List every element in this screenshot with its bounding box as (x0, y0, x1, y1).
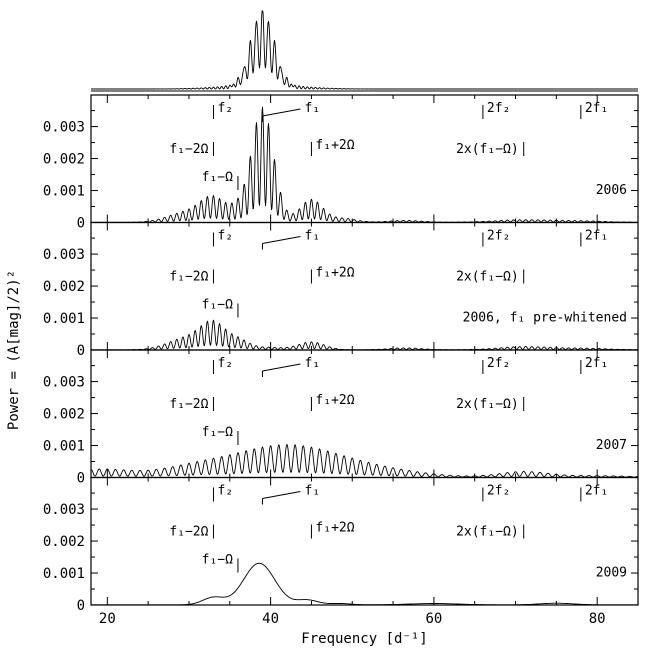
y-tick-label: 0.001 (43, 184, 85, 200)
marker-label: f₁−2Ω (169, 270, 208, 285)
marker-label: f₁ (304, 356, 320, 371)
y-tick-label: 0.002 (43, 279, 85, 295)
panel-tag: 2006, f₁ pre-whitened (463, 311, 627, 326)
marker-label: 2f₂ (487, 101, 510, 116)
window-curve (91, 10, 638, 90)
marker-label: 2x(f₁−Ω) (456, 142, 519, 157)
y-tick-label: 0.002 (43, 534, 85, 550)
marker-label: 2f₂ (487, 484, 510, 499)
marker-label: f₁−2Ω (169, 142, 208, 157)
y-tick-label: 0.003 (43, 247, 85, 263)
y-tick-label: 0.003 (43, 120, 85, 136)
marker-label: f₂ (217, 484, 233, 499)
panel-frame (90, 221, 639, 351)
marker-label: f₁−Ω (202, 298, 233, 313)
marker-leader-f1 (262, 236, 301, 244)
x-tick-label: 80 (589, 611, 606, 627)
x-axis-title: Frequency [d⁻¹] (301, 631, 427, 647)
marker-label: f₁+2Ω (315, 266, 354, 281)
marker-leader-f1 (262, 108, 301, 117)
y-tick-label: 0 (77, 598, 85, 614)
marker-label: 2x(f₁−Ω) (456, 525, 519, 540)
marker-label: f₂ (217, 101, 233, 116)
marker-leader-f1 (262, 491, 301, 499)
y-tick-label: 0.001 (43, 566, 85, 582)
marker-label: f₁−2Ω (169, 525, 208, 540)
y-tick-label: 0.001 (43, 439, 85, 455)
y-tick-label: 0.002 (43, 152, 85, 168)
marker-label: f₁−2Ω (169, 397, 208, 412)
panel-0: 0 0.001 0.002 0.003 f₂ f₁ 2f₂ 2f₁ f₁−2Ω f₁+2Ω 2x(f… (43, 94, 639, 232)
marker-label: f₂ (217, 356, 233, 371)
panel-tag: 2009 (596, 566, 627, 581)
panel-2: 0 0.001 0.002 0.003 f₂ f₁ 2f₂ 2f₁ f₁−2Ω f₁+2Ω 2x(f… (43, 349, 639, 487)
marker-label: 2x(f₁−Ω) (456, 270, 519, 285)
panel-3: 0 0.001 0.002 0.003 f₂ f₁ 2f₂ 2f₁ f₁−2Ω f₁+2Ω 2x(f… (43, 476, 639, 614)
panel-frame (90, 349, 639, 479)
y-tick-label: 0.003 (43, 502, 85, 518)
marker-label: 2f₂ (487, 229, 510, 244)
y-tick-label: 0 (77, 343, 85, 359)
periodogram-panels: 0 0.001 0.002 0.003 f₂ f₁ 2f₂ 2f₁ f₁−2Ω f₁+2Ω 2x(f… (43, 94, 639, 614)
y-tick-label: 0 (77, 471, 85, 487)
marker-label: f₁ (304, 101, 320, 116)
spectrum-curve (91, 444, 638, 478)
panel-tag: 2006 (596, 183, 627, 198)
marker-label: f₁−Ω (202, 425, 233, 440)
panel-frame (90, 94, 639, 224)
marker-label: f₁ (304, 229, 320, 244)
x-tick-label: 40 (262, 611, 279, 627)
y-tick-label: 0.003 (43, 375, 85, 391)
y-axis-title: Power = (A[mag]/2)² (6, 270, 22, 430)
y-tick-label: 0 (77, 216, 85, 232)
panel-tag: 2007 (596, 438, 627, 453)
spectrum-curve (91, 106, 638, 223)
y-tick-label: 0.001 (43, 311, 85, 327)
marker-label: f₁+2Ω (315, 138, 354, 153)
panel-1: 0 0.001 0.002 0.003 f₂ f₁ 2f₂ 2f₁ f₁−2Ω f₁+2Ω 2x(f… (43, 221, 639, 359)
x-tick-label: 60 (425, 611, 442, 627)
marker-label: f₂ (217, 229, 233, 244)
panel-frame (90, 476, 639, 606)
marker-label: 2f₁ (585, 484, 608, 499)
y-tick-label: 0.002 (43, 407, 85, 423)
marker-label: 2f₂ (487, 356, 510, 371)
marker-leader-f1 (262, 363, 301, 372)
marker-label: 2f₁ (585, 356, 608, 371)
marker-label: 2f₁ (585, 101, 608, 116)
x-tick-label: 20 (99, 611, 116, 627)
marker-label: 2x(f₁−Ω) (456, 397, 519, 412)
marker-label: f₁−Ω (202, 553, 233, 568)
x-axis: 20 40 60 80 (99, 611, 606, 627)
spectrum-curve (91, 562, 638, 606)
marker-label: f₁−Ω (202, 170, 233, 185)
marker-label: f₁+2Ω (315, 393, 354, 408)
marker-label: f₁ (304, 484, 320, 499)
marker-label: 2f₁ (585, 229, 608, 244)
spectral-window-strip (91, 10, 638, 92)
marker-label: f₁+2Ω (315, 521, 354, 536)
